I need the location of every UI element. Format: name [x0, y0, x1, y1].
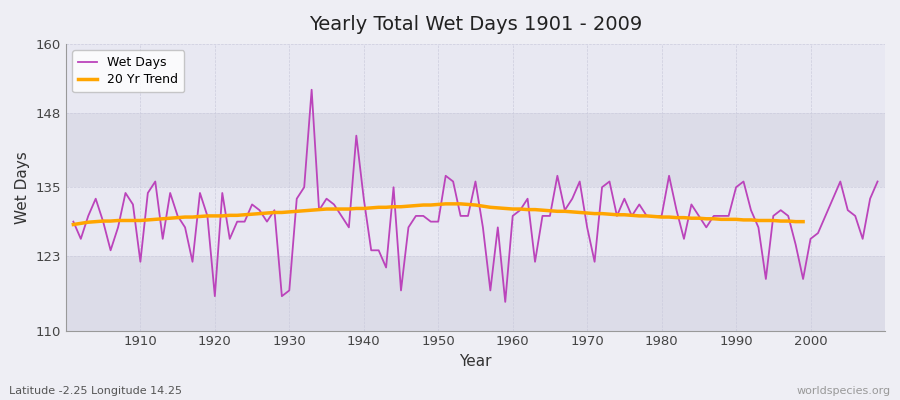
Wet Days — [522, 196, 533, 201]
Text: worldspecies.org: worldspecies.org — [796, 386, 891, 396]
Bar — [66, 256, 885, 330]
Text: Latitude -2.25 Longitude 14.25: Latitude -2.25 Longitude 14.25 — [9, 386, 182, 396]
Line: 20 Yr Trend: 20 Yr Trend — [74, 204, 803, 224]
20 Yr Trend — [649, 214, 660, 219]
Bar — [66, 113, 885, 187]
Wet Days — [515, 208, 526, 212]
20 Yr Trend — [262, 211, 273, 216]
Wet Days — [292, 196, 302, 201]
Wet Days — [611, 214, 622, 218]
Line: Wet Days: Wet Days — [74, 90, 878, 302]
Title: Yearly Total Wet Days 1901 - 2009: Yearly Total Wet Days 1901 - 2009 — [309, 15, 642, 34]
Wet Days — [344, 225, 355, 230]
Legend: Wet Days, 20 Yr Trend: Wet Days, 20 Yr Trend — [72, 50, 184, 92]
Wet Days — [68, 219, 79, 224]
Wet Days — [500, 300, 510, 304]
20 Yr Trend — [292, 209, 302, 214]
Wet Days — [306, 87, 317, 92]
20 Yr Trend — [68, 222, 79, 227]
Y-axis label: Wet Days: Wet Days — [15, 151, 30, 224]
20 Yr Trend — [440, 202, 451, 206]
Wet Days — [128, 202, 139, 207]
Bar — [66, 187, 885, 256]
20 Yr Trend — [433, 202, 444, 207]
Wet Days — [872, 179, 883, 184]
20 Yr Trend — [797, 219, 808, 224]
20 Yr Trend — [463, 202, 473, 207]
20 Yr Trend — [239, 212, 250, 217]
Bar — [66, 44, 885, 113]
X-axis label: Year: Year — [459, 354, 491, 369]
